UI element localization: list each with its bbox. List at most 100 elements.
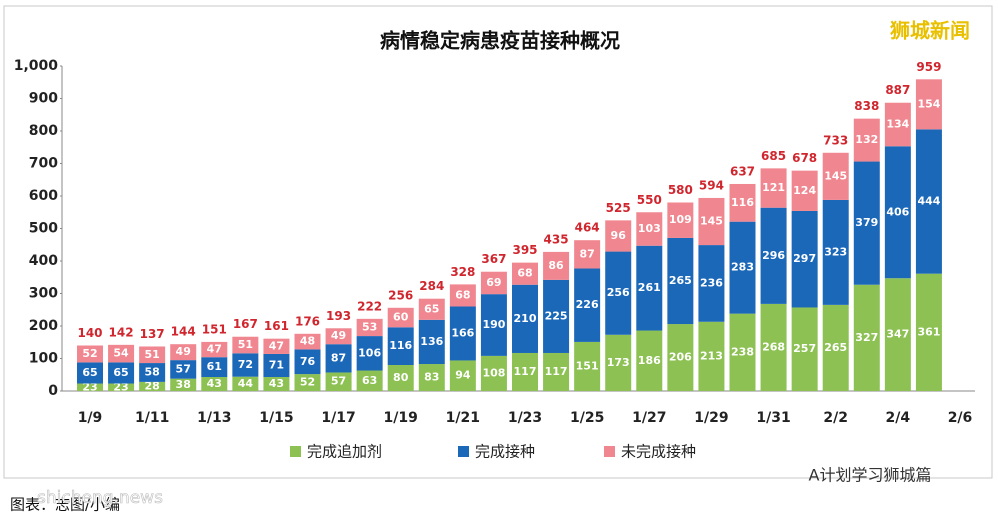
segment-label: 265: [824, 341, 847, 354]
total-label: 144: [171, 325, 196, 339]
total-label: 395: [512, 243, 537, 257]
bar-segment: [915, 129, 942, 274]
bar-segment: [480, 294, 507, 356]
bar-segment: [449, 306, 476, 361]
total-label: 525: [606, 201, 631, 215]
bar-segment: [915, 273, 942, 391]
bar-segment: [108, 362, 135, 384]
bar-segment: [853, 161, 880, 285]
bar-segment: [605, 251, 632, 335]
bar-segment: [170, 378, 197, 391]
total-label: 176: [295, 314, 320, 328]
x-tick-label: 1/25: [570, 410, 604, 426]
segment-label: 268: [762, 340, 785, 353]
bar-segment: [418, 364, 445, 391]
segment-label: 151: [576, 359, 599, 372]
y-tick-label: 700: [29, 156, 58, 172]
segment-label: 116: [389, 339, 412, 352]
segment-label: 52: [82, 347, 97, 360]
bar-segment: [512, 284, 538, 353]
segment-label: 47: [207, 343, 222, 356]
bar-segment: [791, 307, 818, 391]
segment-label: 327: [855, 331, 878, 344]
segment-label: 444: [917, 195, 940, 208]
total-label: 637: [730, 164, 755, 178]
segment-label: 72: [238, 358, 253, 371]
segment-label: 236: [700, 276, 723, 289]
segment-label: 109: [669, 213, 692, 226]
segment-label: 190: [482, 318, 505, 331]
segment-label: 361: [917, 325, 940, 338]
segment-label: 86: [548, 259, 564, 272]
segment-label: 76: [300, 355, 316, 368]
y-tick-label: 200: [29, 318, 58, 334]
segment-label: 48: [300, 335, 315, 348]
bar-segment: [480, 355, 507, 391]
segment-label: 58: [144, 365, 159, 378]
bar-segment: [698, 321, 725, 391]
bar-segment: [543, 352, 570, 391]
segment-label: 134: [886, 118, 909, 131]
segment-label: 323: [824, 245, 847, 258]
legend-swatch: [604, 446, 615, 457]
bar-segment: [325, 328, 352, 345]
bar-segment: [170, 344, 197, 361]
bar-segment: [418, 319, 445, 365]
segment-label: 210: [514, 312, 537, 325]
segment-label: 52: [300, 376, 315, 389]
bar-segment: [574, 240, 601, 269]
total-label: 137: [140, 327, 165, 341]
bar-segment: [605, 334, 632, 391]
segment-label: 108: [482, 366, 505, 379]
segment-label: 65: [113, 366, 128, 379]
bar-segment: [729, 313, 756, 391]
segment-label: 38: [176, 378, 191, 391]
bar-segment: [543, 251, 570, 280]
bar-segment: [201, 341, 228, 358]
bar-segment: [263, 353, 290, 378]
segment-label: 87: [579, 247, 594, 260]
bar-segment: [636, 330, 663, 391]
bar-segment: [884, 102, 911, 147]
footer-site: shicheng.news: [37, 488, 163, 508]
bar-segment: [760, 207, 787, 304]
segment-label: 186: [638, 354, 661, 367]
total-label: 161: [264, 319, 289, 333]
legend-label: 未完成接种: [621, 443, 696, 461]
x-tick-label: 1/9: [78, 410, 103, 426]
total-label: 464: [575, 221, 600, 235]
x-tick-label: 1/11: [135, 410, 169, 426]
bar-segment: [822, 304, 849, 391]
segment-label: 51: [238, 338, 253, 351]
segment-label: 166: [451, 326, 474, 339]
bar-segment: [698, 245, 725, 322]
segment-label: 43: [207, 377, 222, 390]
total-label: 222: [357, 299, 382, 313]
bar-segment: [387, 307, 414, 328]
bar-segment: [480, 271, 507, 295]
segment-label: 53: [362, 320, 377, 333]
total-label: 959: [916, 60, 941, 74]
total-label: 580: [668, 183, 693, 197]
bar-segment: [139, 381, 166, 391]
bar-segment: [108, 344, 135, 363]
bar-segment: [201, 357, 228, 378]
segment-label: 265: [669, 274, 692, 287]
segment-label: 87: [331, 351, 346, 364]
bar-segment: [170, 360, 197, 379]
bar-segment: [449, 360, 476, 391]
segment-label: 51: [144, 348, 159, 361]
segment-label: 213: [700, 349, 723, 362]
segment-label: 145: [700, 215, 723, 228]
segment-label: 154: [917, 97, 940, 110]
frame: [3, 5, 993, 479]
x-tick-label: 1/13: [197, 410, 231, 426]
bar-segment: [822, 199, 849, 305]
bar-segment: [884, 278, 911, 391]
segment-label: 226: [576, 298, 599, 311]
bar-segment: [543, 279, 570, 353]
segment-label: 256: [607, 286, 630, 299]
bar-segment: [698, 197, 725, 246]
segment-label: 297: [793, 252, 816, 265]
segment-label: 116: [731, 196, 754, 209]
